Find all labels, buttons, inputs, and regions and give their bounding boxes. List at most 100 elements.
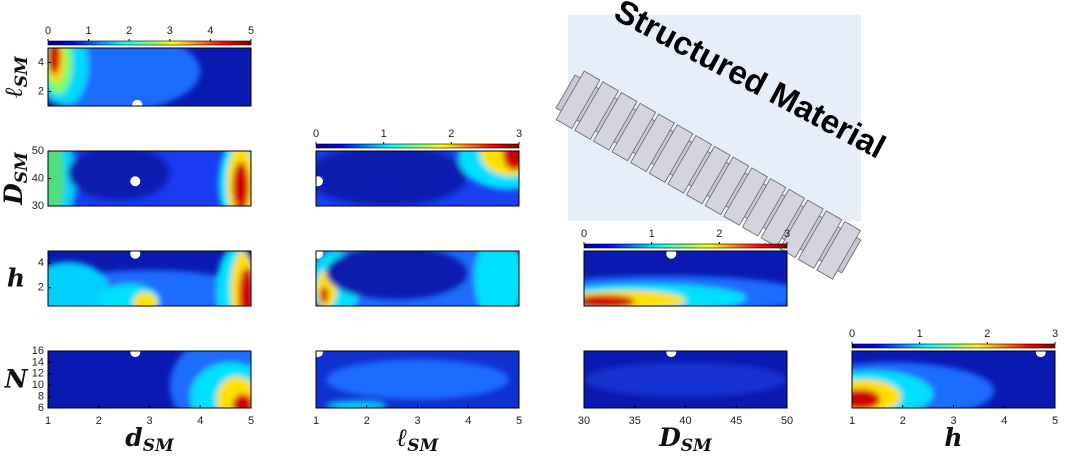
x-tick-label: 3	[146, 415, 152, 427]
optimum-marker	[666, 251, 677, 259]
colorbar-tick-label: 2	[126, 25, 132, 37]
y-tick-label: 4	[38, 257, 44, 269]
colorbar-tick-label: 1	[649, 228, 655, 240]
x-tick-label: 1	[313, 415, 319, 427]
colorbar-tick-label: 2	[448, 128, 454, 140]
y-tick-label: 10	[32, 379, 44, 391]
y-tick-label: 6	[38, 402, 44, 414]
optimum-marker	[316, 251, 324, 259]
contour-panel: 0 1 2 3	[581, 228, 790, 307]
inset-image: Structured Material	[555, 0, 892, 280]
x-tick-label: 4	[197, 415, 203, 427]
column-label-subscript: SM	[681, 436, 713, 456]
contour-panel: 1 2 3 4 5 0 1 2 3	[849, 328, 1058, 427]
x-tick-label: 1	[849, 415, 855, 427]
colorbar-tick-label: 0	[45, 25, 51, 37]
colorbar-tick-label: 2	[716, 228, 722, 240]
row-label: h	[7, 264, 25, 293]
row-label-symbol: D	[0, 183, 28, 206]
colorbar-tick-label: 1	[917, 328, 923, 340]
optimum-marker	[316, 351, 324, 358]
y-tick-label: 4	[38, 56, 44, 68]
contour-panel: 1 2 3 4 5	[313, 350, 522, 427]
panel-frame	[583, 250, 788, 307]
contour-panel	[315, 250, 520, 307]
column-label-symbol: ℓ	[397, 423, 408, 452]
colorbar-tick-label: 5	[248, 25, 254, 37]
x-tick-label: 40	[679, 415, 691, 427]
column-label: ℓSM	[397, 423, 440, 456]
optimum-marker	[666, 351, 677, 358]
x-tick-label: 50	[781, 415, 793, 427]
contour-panel: 30 35 40 45 50	[578, 350, 793, 427]
x-tick-label: 5	[516, 415, 522, 427]
y-tick-label: 12	[32, 368, 44, 380]
optimum-marker	[132, 99, 143, 106]
column-label-symbol: d	[125, 423, 142, 452]
panel-frame	[315, 150, 520, 207]
panel-frame	[47, 250, 252, 307]
colorbar-tick-label: 2	[984, 328, 990, 340]
panel-frame	[315, 250, 520, 307]
x-tick-label: 4	[1001, 415, 1007, 427]
colorbar	[851, 343, 1056, 349]
optimum-marker	[130, 351, 141, 358]
y-tick-label: 50	[32, 145, 44, 157]
y-tick-label: 30	[32, 200, 44, 212]
optimum-marker	[130, 176, 141, 187]
colorbar-tick-label: 0	[313, 128, 319, 140]
colorbar-tick-label: 0	[849, 328, 855, 340]
colorbar-tick-label: 0	[581, 228, 587, 240]
panel-frame	[47, 47, 252, 107]
colorbar	[583, 243, 788, 249]
x-tick-label: 35	[629, 415, 641, 427]
colorbar-tick-label: 3	[1052, 328, 1058, 340]
contour-panel: 24	[38, 250, 252, 307]
x-tick-label: 5	[248, 415, 254, 427]
x-tick-label: 45	[730, 415, 742, 427]
contour-panel: 0 1 2 3	[313, 128, 522, 207]
x-tick-label: 4	[465, 415, 471, 427]
column-label-subscript: SM	[143, 436, 175, 456]
x-tick-label: 3	[950, 415, 956, 427]
contour-panel: 2 4 0 1 2 3 4 5	[38, 25, 254, 107]
colorbar-tick-label: 1	[86, 25, 92, 37]
y-tick-label: 2	[38, 282, 44, 294]
row-label: ℓSM	[0, 55, 32, 98]
row-label-symbol: ℓ	[0, 87, 28, 98]
row-label-subscript: SM	[12, 151, 32, 183]
row-label: DSM	[0, 151, 32, 206]
y-tick-label: 8	[38, 391, 44, 403]
optimum-marker	[1035, 351, 1046, 358]
column-label: h	[944, 423, 962, 452]
x-tick-label: 2	[364, 415, 370, 427]
colorbar-tick-label: 1	[381, 128, 387, 140]
colorbar-tick-label: 3	[784, 228, 790, 240]
colorbar-tick-label: 3	[167, 25, 173, 37]
column-label-symbol: D	[658, 423, 681, 452]
row-label: N	[4, 365, 29, 394]
x-tick-label: 2	[96, 415, 102, 427]
optimum-marker	[130, 251, 141, 259]
row-label-symbol: h	[7, 264, 25, 293]
colorbar-tick-label: 4	[207, 25, 213, 37]
colorbar	[315, 143, 520, 149]
column-label: DSM	[658, 423, 713, 456]
optimum-marker	[316, 176, 324, 187]
x-tick-label: 3	[414, 415, 420, 427]
colorbar-tick-label: 3	[516, 128, 522, 140]
row-label-symbol: N	[4, 365, 29, 394]
column-label: dSM	[125, 423, 175, 456]
y-tick-label: 40	[32, 172, 44, 184]
y-tick-label: 16	[32, 345, 44, 357]
column-label-symbol: h	[944, 423, 962, 452]
column-label-subscript: SM	[407, 436, 439, 456]
colorbar	[47, 40, 252, 46]
y-tick-label: 14	[32, 356, 44, 368]
y-tick-label: 2	[38, 85, 44, 97]
x-tick-label: 2	[900, 415, 906, 427]
contour-panel: 30 40 50	[32, 145, 252, 212]
x-tick-label: 5	[1052, 415, 1058, 427]
x-tick-label: 30	[578, 415, 590, 427]
